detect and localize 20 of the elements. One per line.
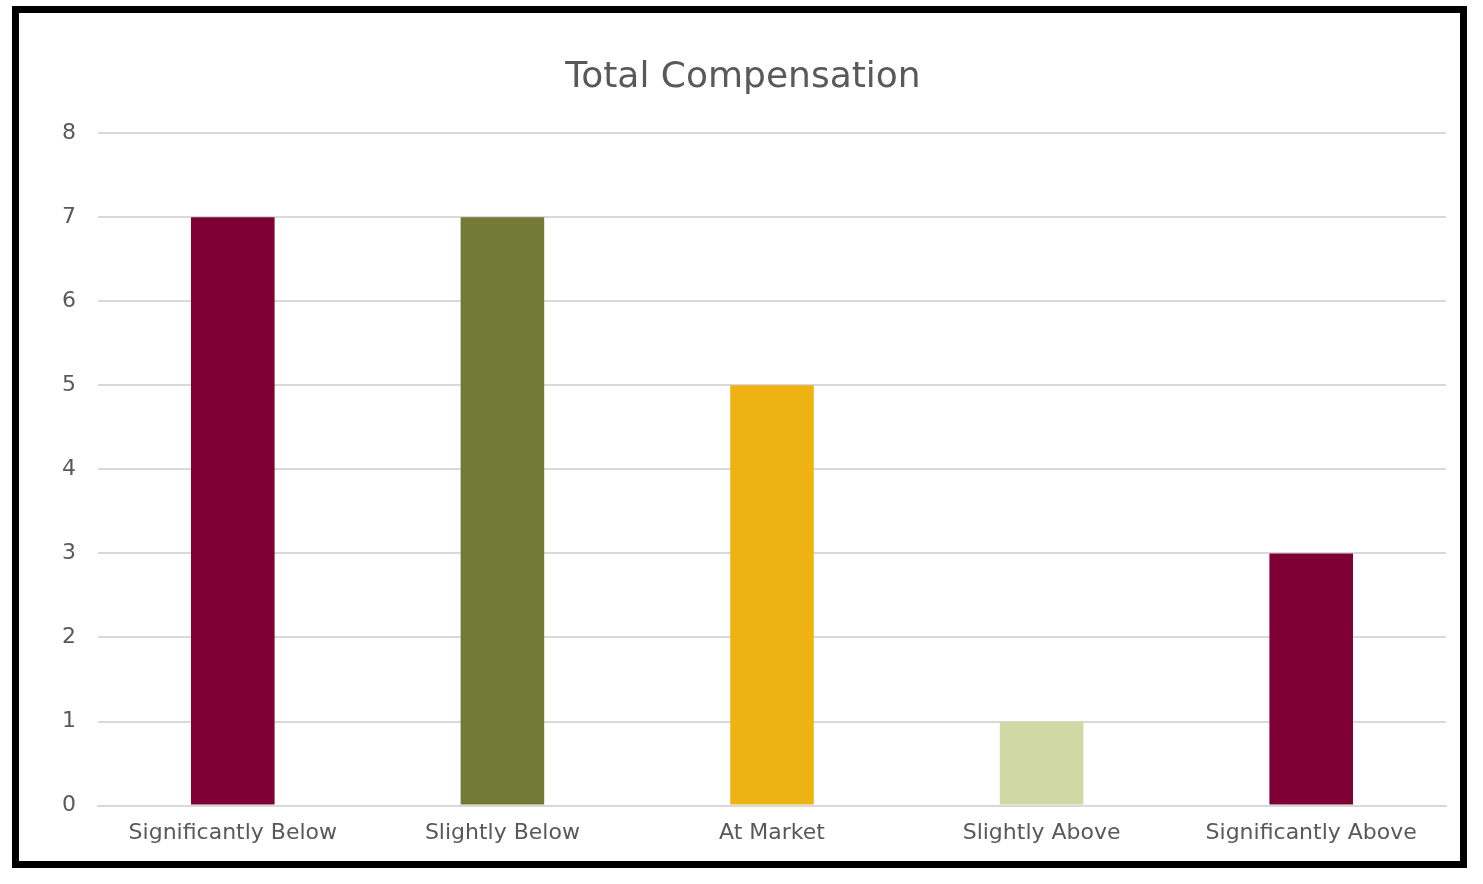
y-tick-label: 8 bbox=[62, 118, 76, 144]
y-tick-label: 5 bbox=[62, 371, 76, 397]
x-tick-label: Significantly Above bbox=[1205, 818, 1417, 844]
y-tick-label: 1 bbox=[62, 707, 76, 733]
x-tick-label: Slightly Above bbox=[962, 818, 1121, 844]
bar bbox=[191, 217, 275, 805]
x-tick-label: Slightly Below bbox=[424, 818, 580, 844]
y-tick-label: 0 bbox=[62, 791, 76, 817]
bar bbox=[460, 217, 545, 805]
y-tick-label: 4 bbox=[62, 455, 76, 481]
bar bbox=[999, 721, 1084, 805]
chart-title: Total Compensation bbox=[564, 53, 921, 95]
y-tick-label: 6 bbox=[62, 287, 76, 313]
bar bbox=[730, 385, 814, 805]
x-tick-label: Significantly Below bbox=[128, 818, 338, 844]
y-tick-label: 2 bbox=[62, 623, 76, 649]
bar bbox=[1269, 553, 1353, 805]
y-tick-label: 3 bbox=[62, 539, 76, 565]
x-tick-label: At Market bbox=[719, 818, 826, 844]
y-tick-label: 7 bbox=[62, 202, 76, 228]
